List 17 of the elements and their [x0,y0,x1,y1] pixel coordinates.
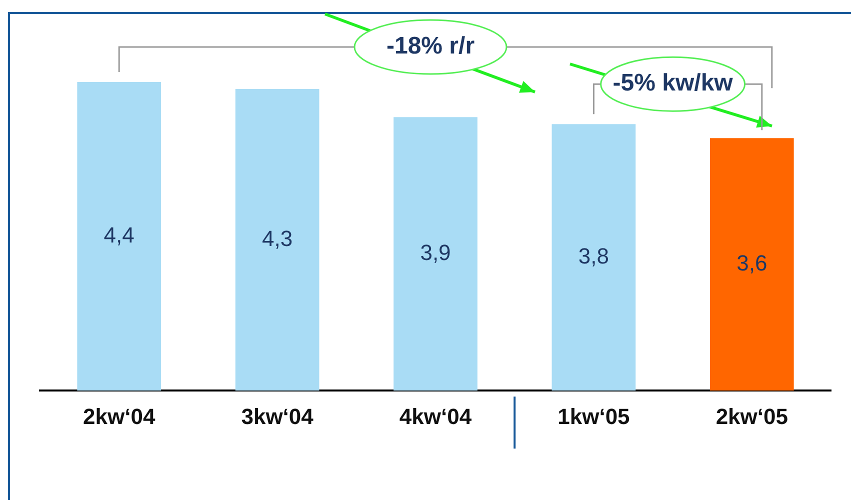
x-tick-label: 2kw‘04 [83,404,156,429]
data-label: 4,4 [104,222,134,248]
annotation: -5% kw/kw [612,70,734,97]
x-tick-label: 4kw‘04 [399,404,472,429]
data-label: 3,9 [420,240,451,265]
bar [235,89,320,391]
bar [552,124,636,391]
text: -18% r/r [386,32,475,60]
data-label: 3,6 [736,250,768,276]
bar [77,82,162,391]
bar [710,138,794,391]
x-tick-label: 2kw‘05 [716,404,788,429]
x-tick-label: 1kw‘05 [558,404,630,429]
x-tick-label: 3kw‘04 [241,404,314,429]
bar [394,117,478,391]
data-label: 4,3 [262,226,293,251]
data-label: 3,8 [578,243,609,268]
